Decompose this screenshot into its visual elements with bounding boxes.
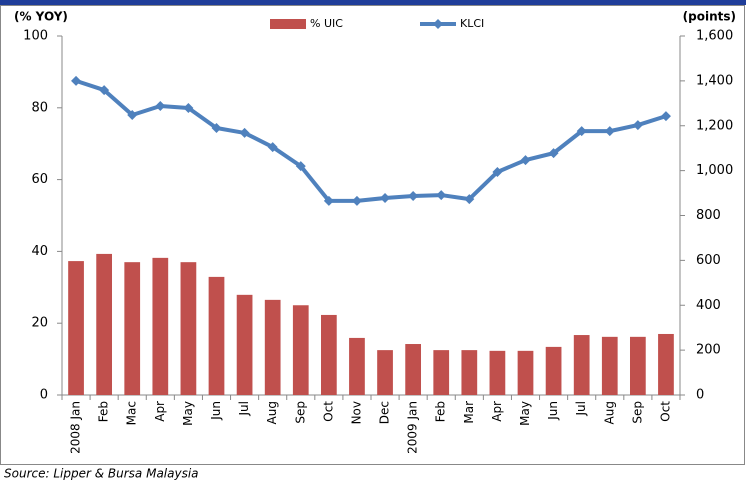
- bar: [292, 305, 309, 395]
- x-tick-label: Sep: [630, 401, 644, 424]
- marker: [520, 155, 531, 166]
- y-tick-label: 60: [31, 172, 48, 187]
- marker: [632, 120, 643, 131]
- y2-tick-label: 400: [696, 298, 721, 313]
- bar: [236, 294, 253, 395]
- x-tick-label: Aug: [602, 401, 616, 424]
- x-tick-label: Jun: [546, 401, 560, 421]
- x-tick-label: May: [181, 401, 195, 426]
- bar: [433, 350, 450, 395]
- y2-tick-label: 1,000: [696, 163, 733, 178]
- marker: [492, 166, 503, 177]
- x-tick-label: Oct: [658, 401, 672, 422]
- x-tick-label: Sep: [293, 401, 307, 424]
- bar: [208, 276, 225, 395]
- marker: [155, 101, 166, 112]
- bar: [377, 350, 393, 395]
- x-tick-label: Mac: [125, 401, 139, 425]
- bar: [320, 314, 337, 395]
- marker: [127, 109, 138, 120]
- marker: [99, 85, 110, 96]
- legend-marker: [433, 19, 443, 29]
- line: [75, 78, 667, 203]
- x-tick-label: 2008 Jan: [69, 401, 83, 454]
- y2-tick-label: 1,600: [696, 29, 733, 44]
- y2-tick-label: 800: [696, 208, 721, 223]
- marker: [351, 195, 362, 206]
- x-tick-label: Nov: [349, 401, 363, 424]
- y2-axis-title: (points): [683, 10, 736, 24]
- y2-tick-label: 1,400: [696, 73, 733, 88]
- y-tick-label: 100: [23, 29, 48, 44]
- x-tick-label: Jun: [209, 401, 223, 421]
- bar: [601, 336, 618, 395]
- bar: [658, 333, 674, 395]
- marker: [436, 190, 447, 201]
- bar: [68, 261, 84, 395]
- marker: [408, 190, 419, 201]
- marker: [604, 126, 615, 137]
- frame: [0, 5, 745, 465]
- bar: [264, 299, 281, 395]
- y-axis-title: (% YOY): [14, 10, 68, 24]
- x-tick-label: Aug: [265, 401, 279, 424]
- marker: [239, 127, 250, 138]
- marker: [71, 75, 82, 86]
- marker: [267, 142, 278, 153]
- marker: [323, 195, 334, 206]
- bar: [489, 350, 506, 395]
- y-tick-label: 80: [31, 100, 48, 115]
- bar: [629, 336, 646, 395]
- bar: [124, 262, 141, 395]
- y2-tick-label: 200: [696, 343, 721, 358]
- marker: [660, 111, 671, 122]
- bar: [517, 350, 534, 395]
- y-tick-label: 20: [31, 316, 48, 331]
- marker: [548, 148, 559, 159]
- x-tick-label: Apr: [490, 401, 504, 422]
- y2-tick-label: 1,200: [696, 118, 733, 133]
- legend-label: KLCI: [460, 17, 484, 30]
- x-tick-label: Feb: [434, 401, 448, 422]
- top-band: [0, 0, 746, 5]
- bar: [461, 350, 478, 395]
- marker: [211, 122, 222, 133]
- bar: [152, 257, 169, 395]
- x-tick-label: Oct: [321, 401, 335, 422]
- legend-label: % UIC: [310, 17, 343, 30]
- marker: [295, 161, 306, 172]
- y-tick-label: 0: [40, 388, 48, 403]
- y2-tick-label: 600: [696, 253, 721, 268]
- x-tick-label: 2009 Jan: [406, 401, 420, 454]
- y2-tick-label: 0: [696, 388, 704, 403]
- bar: [96, 253, 113, 395]
- x-tick-label: Dec: [378, 401, 392, 424]
- y-tick-label: 40: [31, 244, 48, 259]
- bar: [545, 346, 562, 395]
- x-tick-label: Jul: [237, 401, 251, 416]
- x-tick-label: Feb: [97, 401, 111, 422]
- x-tick-label: Mar: [462, 401, 476, 424]
- marker: [464, 194, 475, 205]
- bar: [573, 335, 590, 395]
- x-tick-label: May: [518, 401, 532, 426]
- marker: [380, 192, 391, 203]
- x-tick-label: Jul: [574, 401, 588, 416]
- source: Source: Lipper & Bursa Malaysia: [4, 467, 199, 481]
- marker: [576, 126, 587, 137]
- bar: [405, 344, 422, 395]
- bar: [180, 262, 197, 395]
- marker: [183, 103, 194, 114]
- bar: [349, 337, 365, 395]
- legend-swatch: [270, 19, 306, 29]
- x-tick-label: Apr: [153, 401, 167, 422]
